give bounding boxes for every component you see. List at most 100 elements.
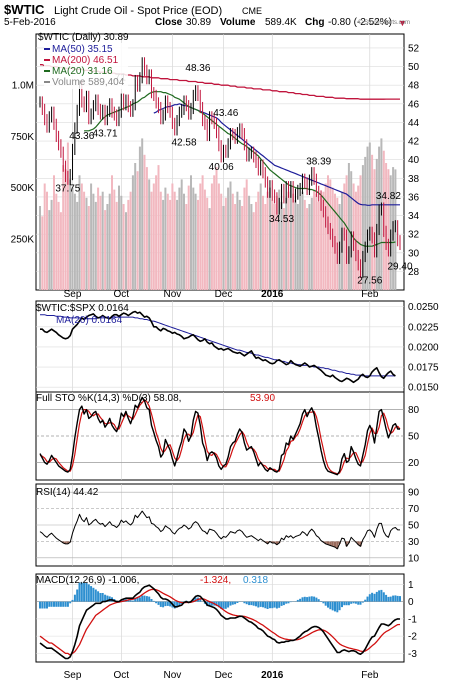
macd-histogram-bar — [148, 596, 151, 602]
price-annotation: 38.39 — [306, 156, 331, 167]
price-annotation: 34.53 — [269, 214, 294, 225]
macd-histogram-bar — [199, 599, 202, 602]
volume-bar — [111, 175, 113, 290]
volume-bar — [183, 193, 185, 290]
volume-tick-label: 750K — [11, 132, 35, 143]
volume-bar — [361, 165, 364, 290]
volume-bar — [243, 187, 246, 290]
price-month-label: Oct — [114, 289, 130, 300]
volume-bar — [215, 167, 218, 290]
volume-bar — [187, 185, 190, 290]
volume-bar — [125, 212, 127, 290]
macd-histogram-bar — [157, 601, 160, 605]
volume-bar — [350, 171, 353, 290]
macd-histogram-bar — [343, 601, 346, 606]
volume-bar — [104, 210, 107, 290]
macd-histogram-bar — [215, 601, 218, 607]
price-tick-label: 46 — [408, 99, 420, 110]
price-annotation: 27.56 — [357, 275, 382, 286]
volume-bar — [48, 210, 51, 290]
volume-bar — [69, 179, 72, 290]
volume-bar — [169, 199, 172, 290]
volume-bar — [166, 193, 169, 290]
volume-bar — [308, 204, 311, 290]
volume-bar — [136, 171, 139, 290]
macd-histogram-bar — [73, 594, 76, 602]
stochastic-panel: 80 50 20 — [35, 391, 420, 481]
macd-histogram-bar — [55, 601, 58, 607]
ratio-panel: 0.0250 0.0225 0.0200 0.0175 0.0150 — [35, 300, 439, 394]
macd-histogram-bar — [250, 601, 253, 606]
exchange-label: CME — [242, 6, 262, 16]
macd-histogram-bar — [301, 597, 304, 602]
macd-histogram-bar — [264, 601, 267, 609]
volume-bar — [387, 169, 390, 290]
volume-bar — [255, 201, 257, 290]
volume-bar — [224, 197, 227, 290]
macd-histogram-bar — [178, 601, 181, 606]
rsi-panel-title: RSI(14) 44.42 — [36, 487, 99, 498]
volume-bar — [118, 185, 120, 290]
ratio-tick-label: 0.0250 — [408, 302, 439, 313]
chart-date: 5-Feb-2016 — [4, 17, 56, 28]
macd-histogram-bar — [306, 597, 309, 602]
macd-histogram-bar — [208, 601, 211, 606]
macd-histogram-bar — [357, 601, 360, 605]
macd-histogram-bar — [166, 601, 169, 606]
volume-bar — [287, 191, 290, 290]
price-annotation: 37.75 — [55, 183, 80, 194]
volume-bar — [238, 199, 241, 290]
macd-histogram-bar — [57, 601, 60, 607]
volume-bar — [152, 183, 155, 290]
macd-histogram-bar — [66, 601, 69, 607]
volume-bar — [208, 208, 211, 290]
price-frame — [35, 33, 405, 291]
macd-panel-title: MACD(12,26,9) -1.006, — [36, 575, 139, 586]
volume-bar — [78, 175, 81, 290]
price-tick-label: 32 — [408, 230, 420, 241]
macd-histogram-bar — [252, 601, 255, 606]
close-label: Close — [155, 17, 183, 28]
macd-histogram-bar — [359, 601, 362, 605]
chg-value: -0.80 (-2.52%) — [328, 17, 392, 28]
macd-histogram-bar — [104, 594, 107, 602]
volume-bar — [59, 212, 62, 290]
macd-histogram-bar — [262, 601, 264, 608]
bottom-month-label: Nov — [163, 670, 181, 681]
down-arrow-icon: ▼ — [398, 18, 407, 28]
macd-histogram-bar — [217, 601, 220, 608]
chg-label: Chg — [305, 17, 324, 28]
volume-bar — [264, 204, 267, 290]
macd-histogram-bar — [338, 601, 341, 611]
volume-bar — [173, 191, 176, 290]
volume-bar — [41, 216, 44, 290]
price-panel: 28 30 32 34 36 38 40 42 44 46 48 50 52 1.0M 750K 500K 25… — [11, 33, 420, 291]
volume-bar — [66, 142, 69, 290]
volume-bar — [171, 183, 174, 290]
price-annotation: 34.82 — [376, 191, 401, 202]
volume-bar — [127, 199, 130, 290]
volume-bar — [145, 167, 148, 290]
volume-bar — [192, 187, 195, 290]
macd-histogram-bar — [87, 584, 90, 602]
price-annotation: 29.40 — [387, 262, 412, 273]
volume-bar — [371, 154, 374, 290]
volume-bar — [159, 191, 162, 290]
volume-bar — [296, 204, 299, 290]
volume-bar — [347, 163, 350, 290]
macd-histogram-bar — [282, 601, 285, 606]
macd-histogram-bar — [380, 589, 383, 602]
ratio-ma-label: MA(20) 0.0164 — [56, 315, 123, 326]
macd-histogram-bar — [278, 601, 281, 608]
volume-bar — [220, 193, 223, 290]
macd-histogram-bar — [127, 599, 130, 602]
macd-histogram-bar — [41, 601, 44, 609]
volume-bar — [143, 154, 146, 290]
volume-bar — [366, 146, 369, 290]
rsi-tick-label: 10 — [408, 553, 420, 564]
volume-bar — [87, 206, 90, 290]
volume-bar — [248, 195, 251, 290]
macd-histogram-bar — [224, 601, 227, 609]
volume-label: Volume — [220, 17, 256, 28]
